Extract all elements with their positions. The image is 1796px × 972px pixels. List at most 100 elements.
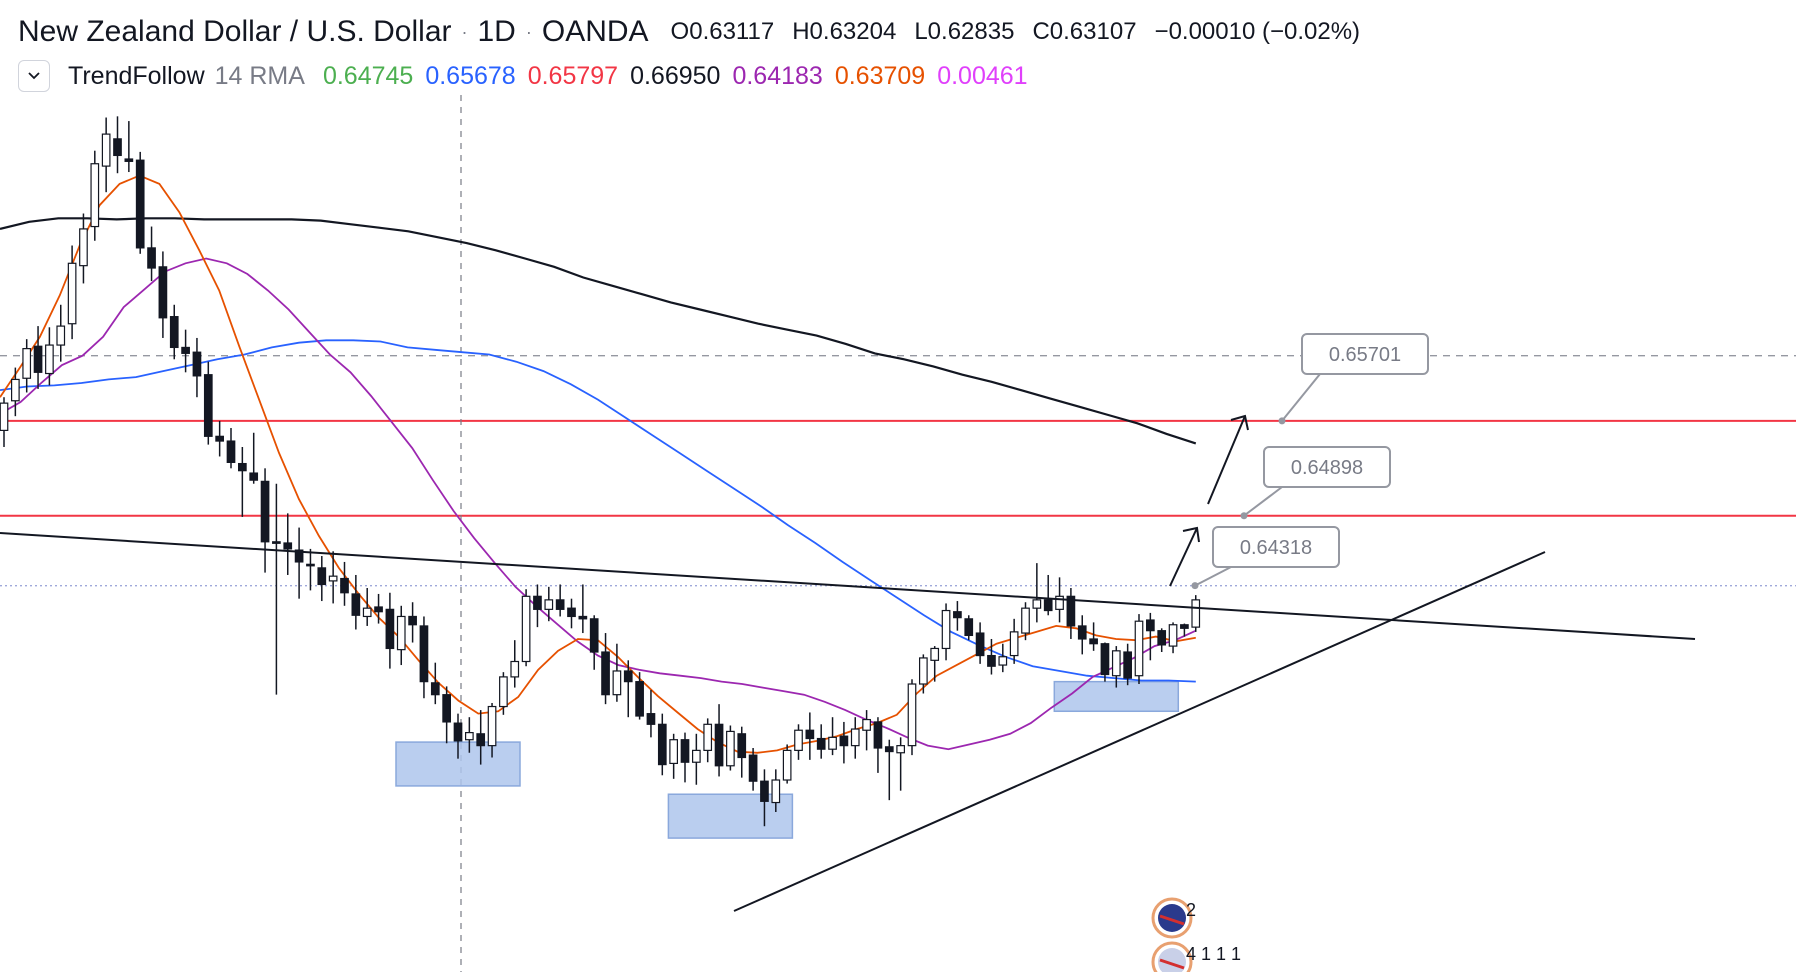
chart-legend-symbol: New Zealand Dollar / U.S. Dollar · 1D · …: [18, 10, 1360, 54]
candle-30: [340, 561, 349, 606]
candle-22: [249, 432, 259, 484]
target-arrow-1[interactable]: [1169, 527, 1198, 587]
candle-90: [1021, 602, 1030, 641]
candle-43: [487, 702, 497, 758]
candle-62: [703, 718, 713, 763]
candle-74: [839, 721, 849, 764]
indicator-params: 14 RMA: [214, 61, 305, 90]
candle-5: [56, 304, 66, 362]
neckline-trendline[interactable]: [0, 532, 1696, 640]
rising-support-trendline[interactable]: [733, 551, 1546, 912]
candle-36: [408, 602, 417, 643]
price-callout-0[interactable]: 0.65701: [1278, 333, 1429, 425]
event-badge-0[interactable]: 2: [1151, 897, 1196, 939]
candle-39: [442, 686, 451, 744]
us-flag-icon: [1151, 941, 1193, 972]
trend-drawings[interactable]: [0, 414, 1696, 912]
candle-103: [1168, 622, 1178, 654]
candle-52: [589, 615, 599, 670]
interval-label[interactable]: 1D: [477, 15, 516, 48]
candle-68: [771, 769, 781, 813]
candle-23: [260, 468, 270, 573]
candle-47: [533, 584, 542, 628]
candle-96: [1089, 622, 1098, 651]
candle-64: [726, 725, 735, 771]
candle-82: [930, 646, 940, 682]
candle-85: [964, 615, 974, 641]
candle-6: [67, 245, 77, 340]
legend-toggle-button[interactable]: [18, 60, 50, 92]
candle-12: [135, 151, 145, 254]
candle-65: [737, 726, 747, 778]
candle-50: [567, 598, 576, 629]
candle-0: [0, 397, 9, 447]
callout-anchor: [1278, 417, 1286, 425]
event-count: 2: [1186, 900, 1196, 920]
candle-83: [941, 603, 951, 661]
economic-events[interactable]: 2 4 1 1 1: [1151, 897, 1241, 972]
event-badge-1[interactable]: 4 1 1 1: [1151, 941, 1241, 972]
moving-average-line-2: [0, 257, 1197, 751]
callout-anchor: [1240, 512, 1248, 520]
candle-35: [396, 605, 406, 666]
legend-separator: ·: [461, 21, 468, 42]
candle-57: [646, 689, 656, 738]
candle-59: [669, 733, 679, 779]
candle-84: [953, 601, 962, 631]
candle-3: [33, 326, 43, 389]
price-callout-1[interactable]: 0.64898: [1240, 446, 1391, 520]
price-callouts[interactable]: 0.65701 0.64898 0.64318: [1191, 333, 1429, 590]
high-value: 0.63204: [809, 18, 897, 45]
candle-49: [555, 584, 565, 617]
legend-separator: ·: [525, 21, 532, 42]
indicator-value: 0.00461: [937, 61, 1028, 90]
candle-69: [782, 744, 792, 784]
candle-24: [272, 483, 281, 695]
indicator-value: 0.65678: [425, 61, 516, 90]
ohlc-values: O 0.63117 H 0.63204 L 0.62835 C 0.63107 −0.0…: [671, 18, 1361, 46]
open-value: 0.63117: [689, 18, 775, 45]
indicator-name[interactable]: TrendFollow: [68, 61, 205, 90]
candle-66: [748, 748, 758, 791]
price-callout-2[interactable]: 0.64318: [1191, 526, 1340, 590]
candle-56: [635, 672, 644, 720]
moving-average-line-0: [0, 217, 1197, 445]
indicator-value: 0.65797: [527, 61, 619, 90]
candle-48: [544, 586, 554, 622]
change-value: −0.00010 (−0.02%): [1154, 18, 1361, 45]
candle-86: [975, 622, 985, 664]
target-arrow-2[interactable]: [1207, 415, 1246, 505]
candle-32: [362, 588, 372, 626]
event-count: 4 1 1 1: [1186, 944, 1241, 964]
candle-81: [918, 654, 928, 694]
candle-29: [328, 551, 338, 604]
candle-60: [680, 732, 690, 783]
candle-46: [521, 589, 531, 667]
candle-21: [238, 446, 247, 517]
candle-28: [317, 556, 327, 602]
candle-61: [691, 733, 701, 785]
symbol-title[interactable]: New Zealand Dollar / U.S. Dollar: [18, 15, 452, 48]
candle-70: [794, 724, 803, 760]
indicator-value: 0.63709: [834, 61, 926, 90]
candle-104: [1180, 623, 1189, 637]
candle-102: [1157, 628, 1167, 653]
candle-37: [419, 616, 429, 699]
candle-26: [294, 527, 304, 599]
candle-10: [113, 116, 122, 174]
candle-31: [351, 574, 361, 630]
candle-105: [1191, 595, 1201, 632]
candle-87: [987, 638, 996, 675]
candle-15: [169, 304, 179, 360]
callout-anchor: [1191, 582, 1199, 590]
high-key: H: [792, 18, 810, 45]
candle-63: [714, 704, 724, 777]
candles: [0, 116, 1201, 827]
candle-75: [850, 717, 860, 759]
candle-1: [11, 367, 20, 417]
candle-88: [998, 643, 1008, 673]
candle-27: [306, 548, 315, 591]
low-key: L: [914, 18, 928, 45]
candle-34: [385, 592, 395, 669]
